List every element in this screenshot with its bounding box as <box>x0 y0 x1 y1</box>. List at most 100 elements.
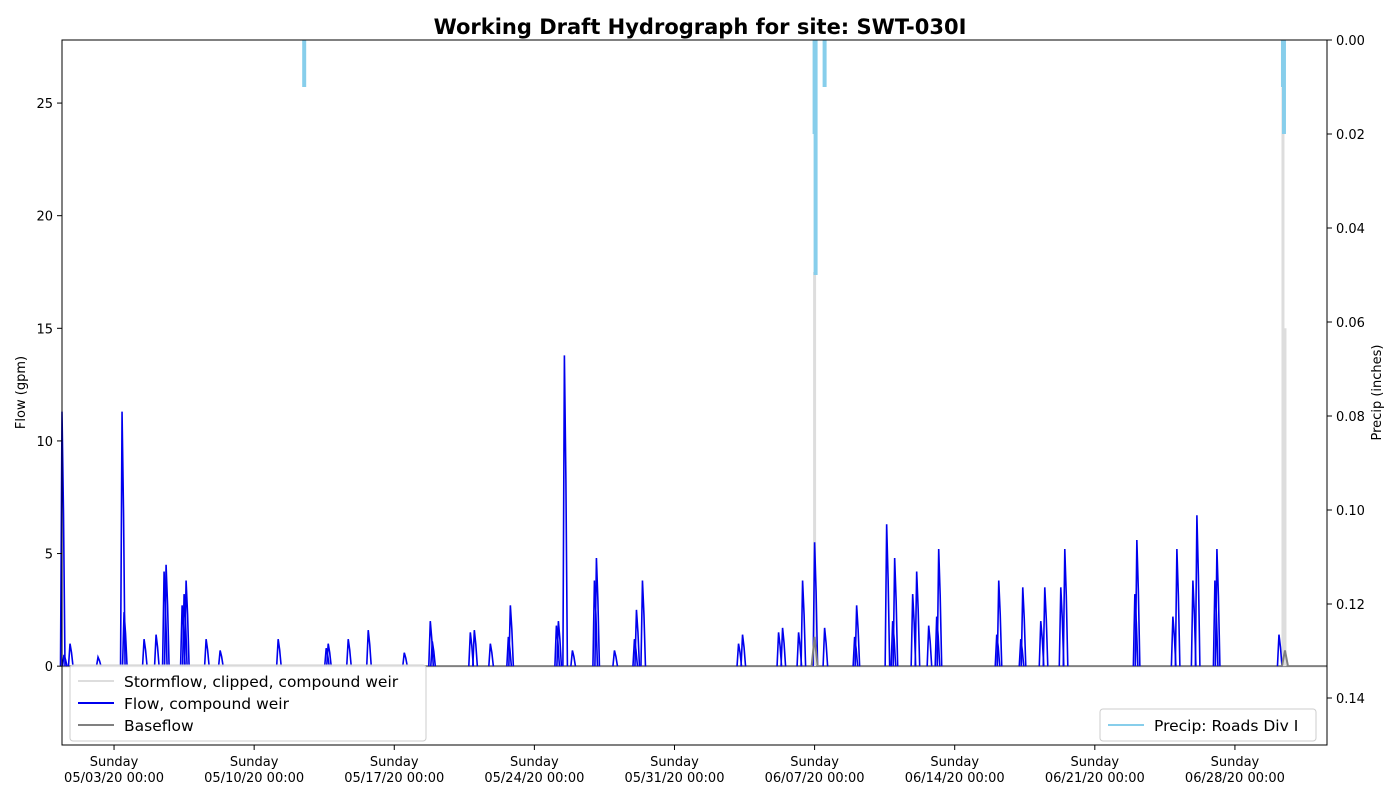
right-axis-title: Precip (inches) <box>1370 345 1385 441</box>
flow-spike <box>275 639 282 667</box>
legend-label: Precip: Roads Div I <box>1154 717 1298 735</box>
right-axis-tick-label: 0.04 <box>1336 222 1365 237</box>
flow-spike <box>556 621 563 667</box>
x-axis-tick-date: 06/14/20 00:00 <box>905 771 1005 786</box>
flow-spike <box>59 411 66 667</box>
left-axis-tick-label: 15 <box>36 322 53 337</box>
x-axis-tick-date: 05/17/20 00:00 <box>344 771 444 786</box>
x-axis-tick-day: Sunday <box>510 755 559 770</box>
x-axis-tick-date: 06/07/20 00:00 <box>765 771 865 786</box>
flow-spike <box>153 634 160 667</box>
x-axis-tick-day: Sunday <box>790 755 839 770</box>
flow-spike <box>429 641 437 667</box>
x-axis-tick-date: 05/31/20 00:00 <box>624 771 724 786</box>
legend-precip: Precip: Roads Div I <box>1099 708 1317 742</box>
x-axis-tick-date: 06/28/20 00:00 <box>1185 771 1285 786</box>
flow-spike <box>914 571 921 667</box>
flow-spike <box>67 643 74 667</box>
flow-spike <box>936 549 943 667</box>
x-axis-tick-day: Sunday <box>90 755 139 770</box>
legend-label: Baseflow <box>124 717 194 735</box>
flow-spike <box>996 580 1003 667</box>
flow-spike <box>345 639 353 667</box>
right-axis-tick-label: 0.00 <box>1336 34 1365 49</box>
x-axis-tick-date: 06/21/20 00:00 <box>1045 771 1145 786</box>
flow-spike <box>554 625 561 667</box>
legend-box <box>69 664 427 742</box>
flow-spike <box>822 627 829 667</box>
flow-spike <box>365 630 373 667</box>
x-axis-tick-date: 05/10/20 00:00 <box>204 771 304 786</box>
flow-spike <box>161 571 168 667</box>
legend-flow: Stormflow, clipped, compound weir Flow, c… <box>69 664 427 742</box>
flow-spike <box>812 542 819 667</box>
left-axis-tick-label: 25 <box>36 97 53 112</box>
right-axis-tick-label: 0.12 <box>1336 598 1365 613</box>
flow-spike <box>401 652 409 667</box>
flow-spike <box>472 630 479 667</box>
right-axis-tick-label: 0.14 <box>1336 692 1365 707</box>
flow-spike <box>1174 549 1181 667</box>
flow-spike <box>163 564 170 667</box>
left-y-axis: 0 5 10 15 20 25 <box>36 97 62 675</box>
x-axis-tick-day: Sunday <box>370 755 419 770</box>
flow-spike <box>183 580 190 667</box>
flow-spike <box>640 580 647 667</box>
flow-spike <box>427 621 435 667</box>
flow-spike <box>488 643 495 667</box>
right-axis-tick-label: 0.02 <box>1336 128 1365 143</box>
right-axis-tick-label: 0.10 <box>1336 504 1365 519</box>
left-axis-tick-label: 20 <box>36 210 53 225</box>
flow-spike <box>634 609 641 667</box>
flow-spike <box>1020 587 1027 667</box>
flow-spike <box>780 627 787 667</box>
x-axis-tick-date: 05/03/20 00:00 <box>64 771 164 786</box>
flow-spike <box>926 625 933 667</box>
left-axis-tick-label: 0 <box>45 660 53 675</box>
right-y-axis: 0.00 0.02 0.04 0.06 0.08 0.10 0.12 0.14 <box>1327 34 1365 707</box>
x-axis-tick-day: Sunday <box>230 755 279 770</box>
flow-spike <box>800 580 807 667</box>
flow-spike <box>1062 549 1069 667</box>
flow-spike <box>1214 549 1221 667</box>
legend-label: Stormflow, clipped, compound weir <box>124 673 399 691</box>
chart-title: Working Draft Hydrograph for site: SWT-0… <box>434 15 967 39</box>
flow-spike <box>1194 515 1201 667</box>
flow-spike <box>61 654 68 667</box>
plot-area <box>59 40 1327 668</box>
left-axis-tick-label: 10 <box>36 435 53 450</box>
baseflow-bump <box>810 636 819 667</box>
x-axis-tick-date: 05/24/20 00:00 <box>484 771 584 786</box>
flow-spike <box>119 411 126 667</box>
flow-spike <box>1276 634 1283 667</box>
flow-spike <box>854 605 861 667</box>
flow-spike <box>121 612 128 667</box>
flow-spike <box>1042 587 1049 667</box>
flow-spike <box>612 650 619 667</box>
flow-spike <box>884 524 891 667</box>
x-axis-tick-day: Sunday <box>1070 755 1119 770</box>
legend-label: Flow, compound weir <box>124 695 290 713</box>
baseflow-bump <box>1280 650 1289 667</box>
plot-frame <box>61 39 1328 746</box>
flow-spike <box>562 355 569 667</box>
flow-spike <box>892 558 899 667</box>
right-axis-tick-label: 0.06 <box>1336 316 1365 331</box>
flow-spike <box>1134 540 1141 667</box>
flow-spike <box>570 650 577 667</box>
right-axis-tick-label: 0.08 <box>1336 410 1365 425</box>
left-axis-tick-label: 5 <box>45 548 53 563</box>
flow-spike <box>325 643 333 667</box>
x-axis-tick-day: Sunday <box>1211 755 1260 770</box>
flow-spike <box>141 639 148 667</box>
flow-spike <box>508 605 515 667</box>
flow-spike <box>203 639 210 667</box>
flow-spike <box>594 558 601 667</box>
left-axis-title: Flow (gpm) <box>14 356 29 429</box>
flow-spike <box>95 654 102 667</box>
legend-box <box>1099 708 1317 742</box>
flow-spike <box>217 650 224 667</box>
x-axis-tick-day: Sunday <box>930 755 979 770</box>
